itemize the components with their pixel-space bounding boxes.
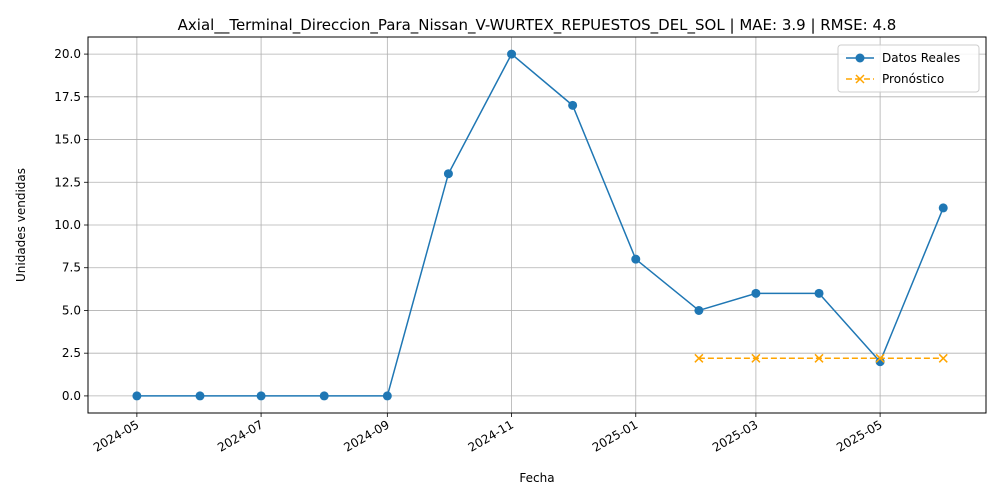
data-point bbox=[382, 391, 392, 401]
data-point bbox=[875, 357, 885, 367]
x-tick-label: 2024-11 bbox=[466, 417, 516, 454]
y-axis: 0.0 2.5 5.0 7.5 10.0 12.5 15.0 17.5 20.0 bbox=[54, 47, 88, 403]
legend-marker bbox=[855, 74, 865, 84]
x-tick-label: 2024-07 bbox=[215, 417, 265, 454]
marker-stroke bbox=[875, 353, 885, 363]
y-tick-label: 15.0 bbox=[54, 133, 81, 147]
y-axis-label: Unidades vendidas bbox=[14, 168, 28, 282]
marker-stroke bbox=[938, 353, 948, 363]
data-point bbox=[631, 254, 641, 264]
plot-area bbox=[132, 49, 948, 401]
grid bbox=[88, 37, 986, 413]
data-point bbox=[256, 391, 266, 401]
data-point bbox=[938, 353, 948, 363]
marker-stroke bbox=[814, 353, 824, 363]
data-point bbox=[195, 391, 205, 401]
data-point bbox=[443, 169, 453, 179]
x-axis: 2024-05 2024-07 2024-09 2024-11 2025-01 2025-… bbox=[91, 413, 885, 455]
y-tick-label: 17.5 bbox=[54, 90, 81, 104]
data-point bbox=[875, 353, 885, 363]
data-point bbox=[814, 288, 824, 298]
y-tick-label: 10.0 bbox=[54, 218, 81, 232]
y-tick-label: 20.0 bbox=[54, 47, 81, 61]
x-axis-label: Fecha bbox=[519, 471, 554, 485]
data-point bbox=[319, 391, 329, 401]
legend-marker bbox=[855, 53, 865, 63]
x-tick-label: 2024-09 bbox=[341, 417, 391, 454]
data-point bbox=[694, 305, 704, 315]
x-tick-label: 2025-05 bbox=[834, 417, 884, 454]
chart-title: Axial__Terminal_Direccion_Para_Nissan_V-… bbox=[178, 16, 897, 35]
data-point bbox=[568, 100, 578, 110]
legend-label: Pronóstico bbox=[882, 72, 944, 86]
y-tick-label: 12.5 bbox=[54, 175, 81, 189]
y-tick-label: 2.5 bbox=[62, 346, 81, 360]
x-tick-label: 2025-03 bbox=[710, 417, 760, 454]
data-point bbox=[507, 49, 517, 59]
legend-box bbox=[837, 44, 980, 93]
data-point bbox=[751, 288, 761, 298]
y-tick-label: 7.5 bbox=[62, 261, 81, 275]
legend: Datos Reales Pronóstico bbox=[837, 44, 980, 93]
data-point bbox=[751, 353, 761, 363]
series-line-1 bbox=[136, 52, 944, 397]
marker-stroke bbox=[751, 353, 761, 363]
marker-stroke bbox=[694, 353, 704, 363]
y-tick-label: 5.0 bbox=[62, 303, 81, 317]
data-point bbox=[938, 203, 948, 213]
data-point bbox=[694, 353, 704, 363]
legend-label: Datos Reales bbox=[882, 51, 960, 65]
data-point bbox=[814, 353, 824, 363]
x-tick-label: 2025-01 bbox=[590, 417, 640, 454]
data-point bbox=[132, 391, 142, 401]
x-tick-label: 2024-05 bbox=[91, 417, 141, 454]
y-tick-label: 0.0 bbox=[62, 389, 81, 403]
